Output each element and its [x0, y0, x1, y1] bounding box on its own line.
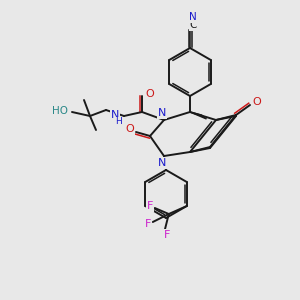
Text: C: C — [189, 20, 197, 30]
Text: H: H — [116, 118, 122, 127]
Text: F: F — [145, 219, 151, 229]
Text: HO: HO — [52, 106, 68, 116]
Text: F: F — [164, 230, 170, 240]
Text: F: F — [147, 201, 153, 211]
Text: N: N — [158, 158, 166, 168]
Text: N: N — [189, 12, 197, 22]
Text: N: N — [158, 108, 166, 118]
Text: O: O — [253, 97, 261, 107]
Text: O: O — [146, 89, 154, 99]
Polygon shape — [190, 112, 206, 119]
Text: N: N — [111, 110, 119, 120]
Text: O: O — [126, 124, 134, 134]
